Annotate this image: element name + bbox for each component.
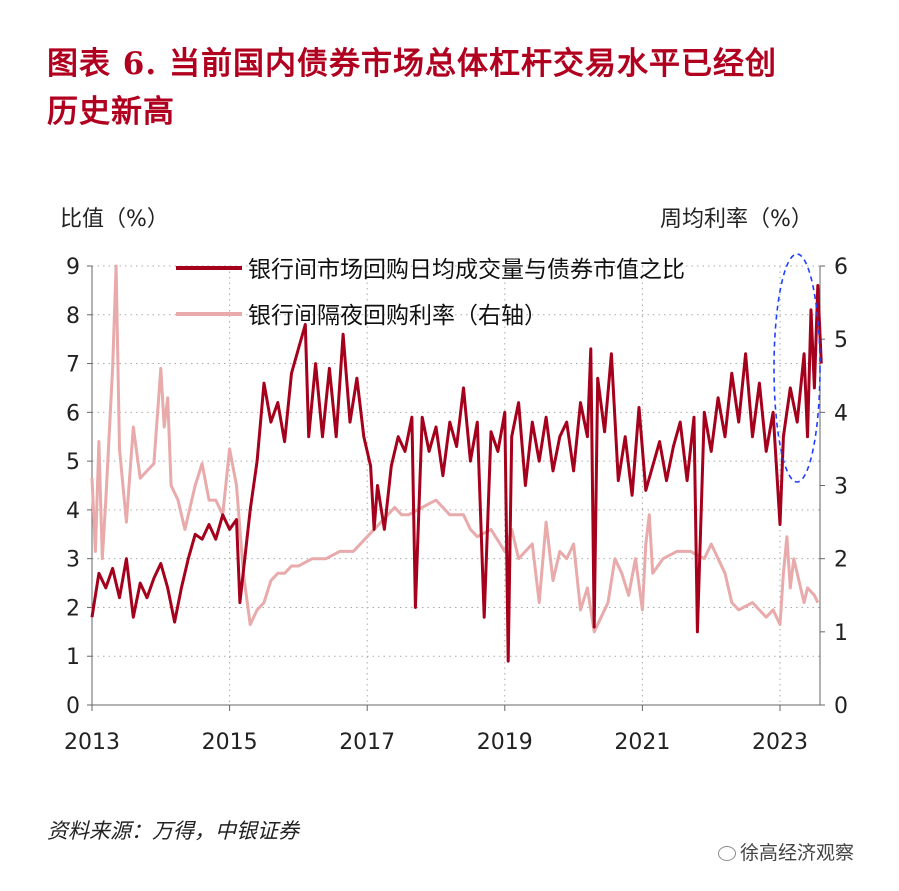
right-tick-label: 4 bbox=[834, 401, 848, 426]
figure-title: 图表 6. 当前国内债券市场总体杠杆交易水平已经创 bbox=[47, 46, 777, 82]
series-rate-line bbox=[90, 264, 820, 634]
watermark-text: 徐高经济观察 bbox=[740, 842, 855, 864]
x-tick-label: 2015 bbox=[202, 730, 258, 755]
right-tick-label: 0 bbox=[834, 694, 848, 719]
legend-label-ratio: 银行间市场回购日均成交量与债券市值之比 bbox=[248, 257, 685, 283]
watermark: 徐高经济观察 bbox=[718, 838, 854, 865]
left-axis-label: 比值（%） bbox=[60, 207, 169, 232]
x-tick-label: 2013 bbox=[64, 730, 120, 755]
chart: 比值（%） 周均利率（%） 0 1 2 3 4 5 6 7 8 9 0 1 2 3 4 5 6 2013 2015 2… bbox=[60, 207, 848, 755]
left-tick-label: 1 bbox=[66, 645, 80, 670]
left-tick-label: 7 bbox=[66, 353, 80, 378]
x-tick-label: 2019 bbox=[477, 730, 533, 755]
x-tick-label: 2021 bbox=[614, 730, 670, 755]
left-tick-label: 0 bbox=[66, 694, 80, 719]
legend: 银行间市场回购日均成交量与债券市值之比 银行间隔夜回购利率（右轴） bbox=[176, 257, 685, 329]
highlight-ellipse bbox=[773, 253, 821, 483]
left-tick-label: 2 bbox=[66, 596, 80, 621]
wechat-icon bbox=[718, 846, 736, 861]
left-tick-label: 5 bbox=[66, 450, 80, 475]
left-tick-label: 9 bbox=[66, 255, 80, 280]
left-tick-label: 4 bbox=[66, 499, 80, 524]
x-tick-label: 2023 bbox=[752, 730, 808, 755]
x-tick-label: 2017 bbox=[339, 730, 395, 755]
legend-label-rate: 银行间隔夜回购利率（右轴） bbox=[248, 303, 547, 329]
series-ratio-line bbox=[90, 284, 823, 663]
figure-title-line2: 历史新高 bbox=[47, 94, 175, 130]
right-tick-label: 5 bbox=[834, 328, 848, 353]
left-tick-label: 8 bbox=[66, 304, 80, 329]
left-tick-label: 6 bbox=[66, 401, 80, 426]
right-tick-label: 1 bbox=[834, 621, 848, 646]
right-axis-label: 周均利率（%） bbox=[660, 207, 813, 232]
right-tick-label: 6 bbox=[834, 255, 848, 280]
right-tick-label: 2 bbox=[834, 548, 848, 573]
left-tick-label: 3 bbox=[66, 548, 80, 573]
source-note: 资料来源：万得，中银证券 bbox=[47, 819, 299, 843]
right-tick-label: 3 bbox=[834, 475, 848, 500]
